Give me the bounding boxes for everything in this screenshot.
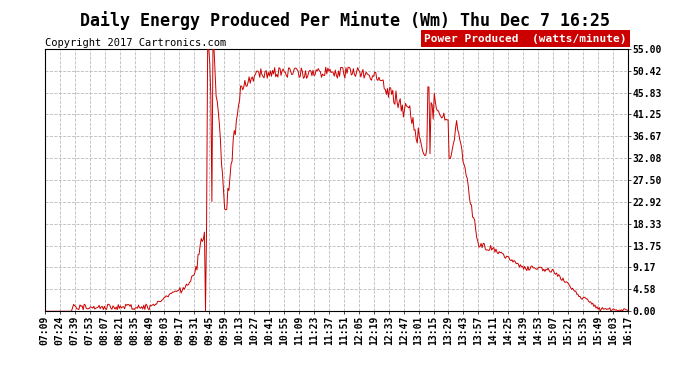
Text: Copyright 2017 Cartronics.com: Copyright 2017 Cartronics.com bbox=[45, 38, 226, 48]
Text: Daily Energy Produced Per Minute (Wm) Thu Dec 7 16:25: Daily Energy Produced Per Minute (Wm) Th… bbox=[80, 11, 610, 30]
Text: Power Produced  (watts/minute): Power Produced (watts/minute) bbox=[424, 33, 627, 44]
